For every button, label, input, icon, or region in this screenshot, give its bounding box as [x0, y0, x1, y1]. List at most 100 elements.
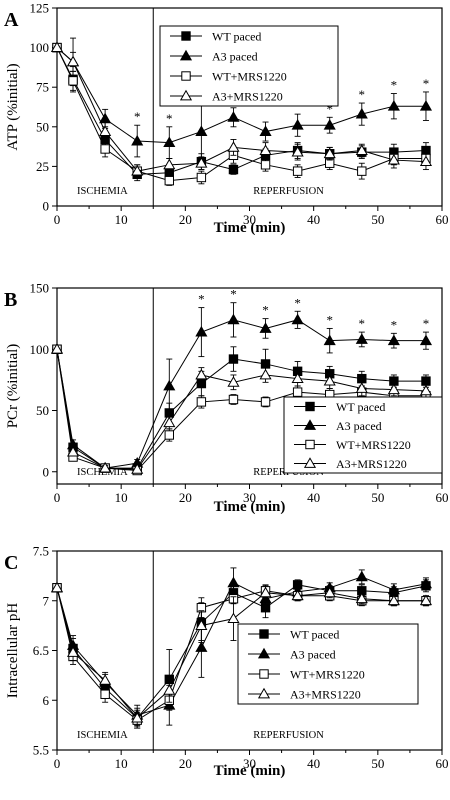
data-point [164, 175, 174, 186]
data-point [259, 368, 272, 380]
data-point [323, 334, 336, 346]
data-point [163, 379, 176, 391]
significance-star: * [391, 317, 398, 332]
legend-label: A3+MRS1220 [336, 457, 407, 471]
significance-star: * [134, 109, 141, 124]
data-point [131, 711, 144, 723]
chart-panel-b: BISCHEMIAREPERFUSION01020304050600501001… [4, 281, 449, 516]
legend: WT paced A3 paced WT+MRS1220 A3+MRS1220 [159, 25, 339, 107]
significance-star: * [166, 111, 173, 126]
data-point [100, 689, 110, 699]
data-point [291, 145, 304, 157]
x-tick-label: 10 [115, 490, 128, 505]
data-point [419, 594, 433, 606]
data-point [292, 387, 303, 397]
data-point [259, 586, 272, 598]
legend-marker [305, 439, 315, 450]
legend-marker [179, 89, 193, 101]
data-point [227, 576, 240, 588]
x-tick-label: 0 [54, 490, 61, 505]
legend-marker [179, 49, 193, 61]
x-axis-label: Time (min) [214, 763, 286, 779]
data-point [387, 100, 400, 111]
data-point [292, 166, 303, 176]
data-point [259, 144, 272, 155]
legend-marker [305, 401, 315, 412]
data-point [355, 382, 368, 393]
data-point [195, 125, 208, 136]
x-tick-label: 40 [307, 756, 320, 771]
data-point [227, 612, 240, 624]
x-tick-label: 30 [243, 212, 256, 227]
legend-label: WT paced [336, 400, 385, 414]
legend-label: A3 paced [336, 419, 382, 433]
y-tick-label: 5.5 [33, 743, 49, 758]
data-point [131, 164, 144, 176]
data-point [291, 372, 304, 384]
data-point [195, 325, 208, 337]
legend-label: WT+MRS1220 [212, 70, 287, 84]
legend-label: A3 paced [212, 50, 258, 64]
y-tick-label: 7 [43, 593, 50, 608]
data-point [66, 55, 80, 67]
x-tick-label: 60 [436, 490, 449, 505]
series-a3-mrs1220 [50, 41, 433, 178]
data-point [227, 111, 240, 122]
y-tick-label: 0 [43, 464, 50, 479]
data-point [323, 374, 336, 386]
legend-label: WT+MRS1220 [290, 668, 365, 682]
legend-marker [259, 669, 269, 679]
x-tick-label: 40 [307, 212, 320, 227]
data-point [66, 445, 80, 457]
panel-letter: A [4, 9, 19, 31]
data-point [291, 119, 304, 130]
data-point [196, 397, 207, 407]
y-tick-label: 150 [30, 281, 50, 296]
data-point [260, 359, 271, 369]
significance-star: * [294, 295, 301, 310]
data-point [323, 119, 336, 130]
data-point [291, 313, 304, 325]
x-axis-label: Time (min) [214, 499, 286, 515]
legend-marker [303, 419, 317, 430]
x-tick-label: 10 [115, 212, 128, 227]
data-point [66, 646, 80, 657]
significance-star: * [423, 76, 430, 91]
data-point [50, 343, 64, 354]
legend: WT paced A3 paced WT+MRS1220 A3+MRS1220 [283, 396, 443, 474]
x-tick-label: 60 [436, 212, 449, 227]
region-label-reperfusion: REPERFUSION [253, 186, 324, 197]
data-point [323, 586, 336, 598]
data-point [387, 583, 400, 595]
data-point [387, 153, 400, 165]
data-point [355, 592, 368, 604]
legend: WT paced A3 paced WT+MRS1220 A3+MRS1220 [237, 623, 419, 705]
x-axis-label: Time (min) [214, 220, 286, 236]
y-tick-label: 125 [30, 1, 50, 16]
data-point [227, 376, 240, 387]
legend-label: A3 paced [290, 648, 336, 662]
y-tick-label: 6.5 [33, 643, 49, 658]
data-point [163, 684, 176, 695]
legend-label: A3+MRS1220 [290, 688, 361, 702]
data-point [259, 322, 272, 333]
data-point [387, 334, 400, 346]
data-point [163, 158, 176, 170]
data-point [163, 416, 176, 428]
x-tick-label: 50 [371, 212, 384, 227]
data-point [196, 172, 207, 183]
data-point [260, 397, 271, 407]
region-label-ischemia: ISCHEMIA [77, 730, 128, 741]
data-point [419, 155, 433, 167]
x-tick-label: 10 [115, 756, 128, 771]
data-point [164, 430, 174, 440]
legend-label: WT+MRS1220 [336, 438, 411, 452]
data-point [131, 463, 144, 474]
significance-star: * [423, 316, 430, 331]
data-point [195, 157, 208, 168]
series-a3-mrs1220 [50, 581, 433, 729]
data-point [163, 136, 176, 148]
data-point [355, 107, 368, 119]
y-axis-label: Intracellular pH [5, 603, 21, 699]
